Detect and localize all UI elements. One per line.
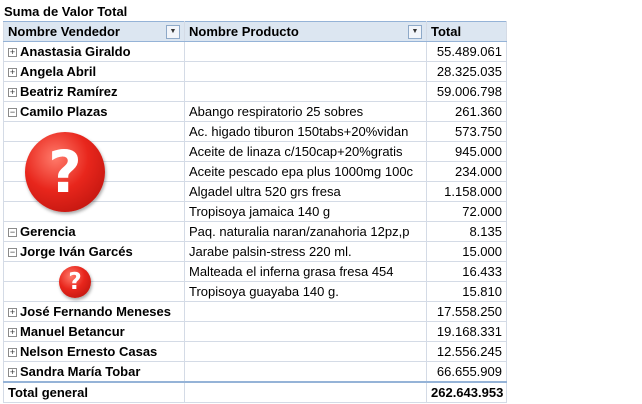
pivot-title: Suma de Valor Total: [4, 4, 128, 19]
vendor-name: Sandra María Tobar: [20, 364, 141, 379]
table-row: + José Fernando Meneses 17.558.250: [3, 301, 507, 322]
table-row: − Gerencia Paq. naturalia naran/zanahoria …: [3, 221, 507, 242]
vendor-cell[interactable]: + Nelson Ernesto Casas: [3, 341, 185, 362]
grand-total-label: Total general: [3, 381, 185, 403]
total-cell[interactable]: 8.135: [426, 221, 507, 242]
total-cell[interactable]: 945.000: [426, 141, 507, 162]
grand-total-value: 262.643.953: [426, 381, 507, 403]
table-row: − Camilo Plazas Abango respiratorio 25 sob…: [3, 101, 507, 122]
table-row: Tropisoya guayaba 140 g. 15.810: [3, 281, 507, 302]
vendor-cell[interactable]: [3, 261, 185, 282]
question-mark-icon: ?: [25, 132, 105, 212]
grand-total-empty: [184, 381, 427, 403]
vendor-cell[interactable]: − Camilo Plazas: [3, 101, 185, 122]
vendor-cell[interactable]: + Anastasia Giraldo: [3, 41, 185, 62]
table-row: + Beatriz Ramírez 59.006.798: [3, 81, 507, 102]
product-cell[interactable]: [184, 341, 427, 362]
vendor-name: Jorge Iván Garcés: [20, 244, 133, 259]
total-cell[interactable]: 59.006.798: [426, 81, 507, 102]
vendor-header-label: Nombre Vendedor: [8, 24, 120, 39]
total-cell[interactable]: 66.655.909: [426, 361, 507, 383]
collapse-icon[interactable]: −: [8, 247, 17, 258]
product-cell[interactable]: Tropisoya jamaica 140 g: [184, 201, 427, 222]
pivot-table: Nombre Vendedor ▼ Nombre Producto ▼ Tota…: [3, 21, 507, 403]
product-filter-dropdown-icon[interactable]: ▼: [408, 24, 422, 39]
total-cell[interactable]: 15.810: [426, 281, 507, 302]
collapse-icon[interactable]: −: [8, 107, 17, 118]
product-cell[interactable]: [184, 81, 427, 102]
vendor-name: Angela Abril: [20, 64, 97, 79]
vendor-name: José Fernando Meneses: [20, 304, 171, 319]
vendor-name: Manuel Betancur: [20, 324, 125, 339]
total-cell[interactable]: 28.325.035: [426, 61, 507, 82]
total-cell[interactable]: 72.000: [426, 201, 507, 222]
product-cell[interactable]: Algadel ultra 520 grs fresa: [184, 181, 427, 202]
product-cell[interactable]: [184, 321, 427, 342]
total-cell[interactable]: 15.000: [426, 241, 507, 262]
product-cell[interactable]: [184, 361, 427, 383]
product-header-label: Nombre Producto: [189, 24, 299, 39]
vendor-cell[interactable]: + Sandra María Tobar: [3, 361, 185, 383]
product-cell[interactable]: [184, 301, 427, 322]
product-cell[interactable]: Paq. naturalia naran/zanahoria 12pz,p: [184, 221, 427, 242]
vendor-cell[interactable]: − Gerencia: [3, 221, 185, 242]
total-cell[interactable]: 12.556.245: [426, 341, 507, 362]
vendor-cell[interactable]: + Angela Abril: [3, 61, 185, 82]
product-cell[interactable]: Aceite pescado epa plus 1000mg 100c: [184, 161, 427, 182]
expand-icon[interactable]: +: [8, 347, 17, 358]
expand-icon[interactable]: +: [8, 47, 17, 58]
total-cell[interactable]: 261.360: [426, 101, 507, 122]
vendor-cell[interactable]: + Manuel Betancur: [3, 321, 185, 342]
product-cell[interactable]: Abango respiratorio 25 sobres: [184, 101, 427, 122]
product-column-header[interactable]: Nombre Producto ▼: [184, 21, 427, 42]
product-cell[interactable]: Aceite de linaza c/150cap+20%gratis: [184, 141, 427, 162]
table-row: − Jorge Iván Garcés Jarabe palsin-stress 2…: [3, 241, 507, 262]
total-cell[interactable]: 17.558.250: [426, 301, 507, 322]
vendor-column-header[interactable]: Nombre Vendedor ▼: [3, 21, 185, 42]
table-row: + Nelson Ernesto Casas 12.556.245: [3, 341, 507, 362]
vendor-name: Anastasia Giraldo: [20, 44, 131, 59]
expand-icon[interactable]: +: [8, 307, 17, 318]
total-cell[interactable]: 16.433: [426, 261, 507, 282]
table-row: + Anastasia Giraldo 55.489.061: [3, 41, 507, 62]
table-row: + Angela Abril 28.325.035: [3, 61, 507, 82]
vendor-name: Gerencia: [20, 224, 76, 239]
total-cell[interactable]: 234.000: [426, 161, 507, 182]
product-cell[interactable]: Jarabe palsin-stress 220 ml.: [184, 241, 427, 262]
vendor-name: Nelson Ernesto Casas: [20, 344, 158, 359]
vendor-filter-dropdown-icon[interactable]: ▼: [166, 24, 180, 39]
vendor-cell[interactable]: [3, 281, 185, 302]
vendor-name: Camilo Plazas: [20, 104, 108, 119]
total-cell[interactable]: 1.158.000: [426, 181, 507, 202]
expand-icon[interactable]: +: [8, 327, 17, 338]
total-cell[interactable]: 55.489.061: [426, 41, 507, 62]
vendor-cell[interactable]: − Jorge Iván Garcés: [3, 241, 185, 262]
total-cell[interactable]: 573.750: [426, 121, 507, 142]
total-cell[interactable]: 19.168.331: [426, 321, 507, 342]
question-mark-icon: ?: [59, 266, 91, 298]
grand-total-row: Total general 262.643.953: [3, 381, 507, 403]
pivot-header-row: Nombre Vendedor ▼ Nombre Producto ▼ Tota…: [3, 21, 507, 42]
product-cell[interactable]: [184, 41, 427, 62]
product-cell[interactable]: [184, 61, 427, 82]
table-row: + Manuel Betancur 19.168.331: [3, 321, 507, 342]
product-cell[interactable]: Tropisoya guayaba 140 g.: [184, 281, 427, 302]
expand-icon[interactable]: +: [8, 67, 17, 78]
product-cell[interactable]: Malteada el inferna grasa fresa 454: [184, 261, 427, 282]
vendor-cell[interactable]: + Beatriz Ramírez: [3, 81, 185, 102]
vendor-cell[interactable]: + José Fernando Meneses: [3, 301, 185, 322]
expand-icon[interactable]: +: [8, 87, 17, 98]
vendor-cell[interactable]: [3, 121, 185, 142]
collapse-icon[interactable]: −: [8, 227, 17, 238]
vendor-cell[interactable]: [3, 201, 185, 222]
table-row: Tropisoya jamaica 140 g 72.000: [3, 201, 507, 222]
total-header-label: Total: [431, 24, 462, 39]
table-row: + Sandra María Tobar 66.655.909: [3, 361, 507, 383]
total-column-header: Total: [426, 21, 507, 42]
product-cell[interactable]: Ac. higado tiburon 150tabs+20%vidan: [184, 121, 427, 142]
vendor-name: Beatriz Ramírez: [20, 84, 118, 99]
expand-icon[interactable]: +: [8, 367, 17, 378]
